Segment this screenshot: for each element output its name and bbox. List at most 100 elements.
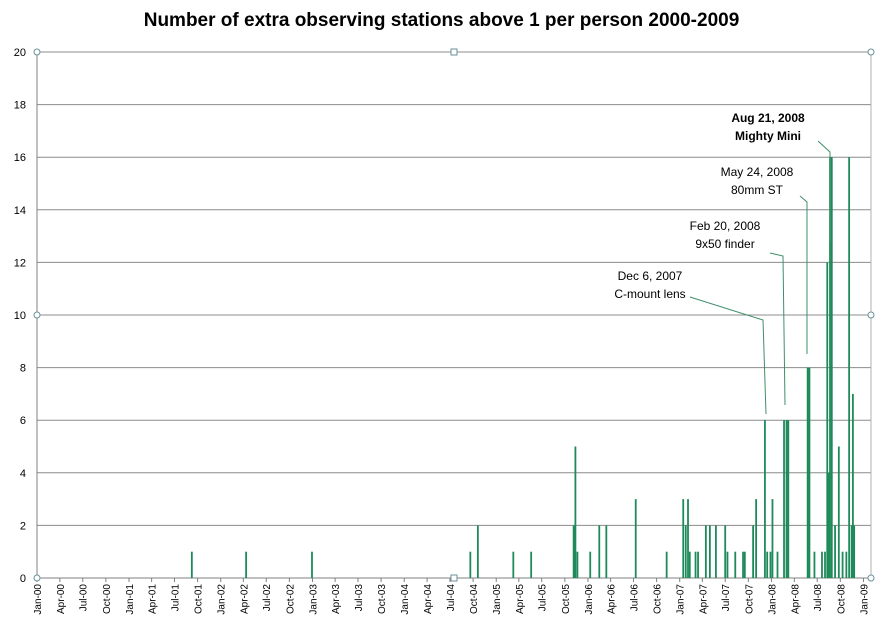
data-bar — [813, 551, 816, 578]
selection-handle-square — [450, 48, 458, 56]
x-tick-label: Apr-02 — [239, 584, 250, 614]
x-tick-label: Oct-02 — [285, 584, 296, 614]
data-bar — [190, 551, 193, 578]
data-bar — [769, 551, 772, 578]
y-axis-ticks: 0 2 4 6 8 10 12 14 16 18 20 — [14, 47, 26, 585]
annotation-label: May 24, 2008 — [721, 165, 794, 179]
data-bar — [806, 367, 809, 578]
y-tick-label: 14 — [14, 205, 26, 217]
data-bar — [476, 525, 479, 578]
annotation-label: C-mount lens — [614, 287, 685, 301]
data-bar — [743, 551, 746, 578]
data-bar — [785, 420, 788, 578]
data-bar — [724, 525, 727, 578]
y-tick-label: 4 — [20, 468, 26, 480]
x-tick-label: Jan-01 — [125, 584, 136, 615]
data-bar — [665, 551, 668, 578]
data-bar — [829, 157, 831, 578]
data-bar — [715, 525, 717, 578]
x-tick-label: Apr-04 — [423, 584, 434, 614]
x-tick-label: Jul-01 — [170, 584, 181, 612]
x-tick-label: Jul-02 — [262, 584, 273, 612]
selection-handles — [33, 48, 875, 582]
x-tick-label: Jul-06 — [629, 584, 640, 612]
annotation-leader-line — [817, 140, 831, 241]
annotation-label: Aug 21, 2008 — [731, 111, 805, 125]
annotation-label: Feb 20, 2008 — [690, 219, 761, 233]
data-bar — [311, 551, 313, 578]
selection-handle-circle — [33, 48, 41, 56]
data-bar — [752, 525, 755, 578]
data-bar — [572, 525, 575, 578]
data-bar — [821, 551, 823, 578]
annotation-leader-line — [689, 296, 767, 415]
y-tick-label: 0 — [20, 573, 26, 585]
x-tick-label: Apr-07 — [698, 584, 709, 614]
data-bar — [694, 551, 697, 578]
y-tick-label: 12 — [14, 257, 26, 269]
data-bar — [708, 525, 711, 578]
x-tick-label: Oct-04 — [469, 584, 480, 614]
data-bar — [853, 525, 856, 578]
data-bar — [688, 551, 691, 578]
x-tick-label: Jan-06 — [584, 584, 595, 615]
data-bar — [589, 551, 592, 578]
annotation-label: 9x50 finder — [695, 237, 754, 251]
x-tick-label: Jan-00 — [33, 584, 44, 615]
data-bar — [837, 446, 840, 578]
y-tick-label: 18 — [14, 100, 26, 112]
x-tick-label: Oct-06 — [653, 584, 664, 614]
data-bar — [776, 551, 779, 578]
data-bar — [852, 393, 854, 578]
x-tick-label: Jan-03 — [308, 584, 319, 615]
data-bar — [841, 551, 844, 578]
data-bar — [734, 551, 737, 578]
data-bar — [826, 262, 829, 578]
data-bar — [771, 499, 774, 578]
data-bar — [605, 525, 608, 578]
x-tick-label: Jan-08 — [767, 584, 778, 615]
annotation-leader-line — [769, 252, 786, 406]
data-bar — [726, 551, 729, 578]
x-tick-label: Oct-05 — [561, 584, 572, 614]
x-tick-label: Apr-00 — [56, 584, 67, 614]
data-bar — [850, 525, 853, 578]
x-tick-label: Jan-04 — [400, 584, 411, 615]
data-bar — [845, 551, 848, 578]
data-bar — [697, 551, 699, 578]
y-tick-label: 10 — [14, 310, 26, 322]
x-tick-label: Oct-07 — [744, 584, 755, 614]
selection-handle-circle — [867, 311, 875, 319]
annotation-label: 80mm ST — [731, 183, 784, 197]
x-tick-label: Jul-00 — [79, 584, 90, 612]
x-tick-label: Apr-05 — [515, 584, 526, 614]
x-tick-label: Jul-03 — [354, 584, 365, 612]
gridlines — [36, 51, 872, 579]
x-tick-label: Oct-00 — [102, 584, 113, 614]
data-bar — [687, 499, 689, 578]
annotation-label: Dec 6, 2007 — [618, 269, 683, 283]
x-tick-label: Oct-03 — [377, 584, 388, 614]
data-bar — [824, 551, 826, 578]
data-bar — [766, 551, 769, 578]
y-tick-label: 8 — [20, 363, 26, 375]
x-tick-label: Jan-07 — [676, 584, 687, 615]
data-bar — [576, 551, 579, 578]
data-bar — [787, 420, 790, 578]
y-tick-label: 6 — [20, 415, 26, 427]
y-tick-label: 2 — [20, 520, 26, 532]
x-axis-ticks: Jan-00 Apr-00 Jul-00 Oct-00 Jan-01 Apr-01 Jul-… — [33, 578, 870, 615]
data-bar — [469, 551, 472, 578]
data-bar — [512, 551, 515, 578]
data-bar — [245, 551, 248, 578]
selection-handle-square — [450, 574, 458, 582]
data-bar — [684, 525, 687, 578]
x-tick-label: Apr-03 — [331, 584, 342, 614]
selection-handle-circle — [33, 311, 41, 319]
x-tick-label: Oct-08 — [836, 584, 847, 614]
data-bar — [682, 499, 685, 578]
x-tick-label: Jul-04 — [446, 584, 457, 612]
x-tick-label: Jul-07 — [721, 584, 732, 612]
data-bar — [783, 420, 785, 578]
